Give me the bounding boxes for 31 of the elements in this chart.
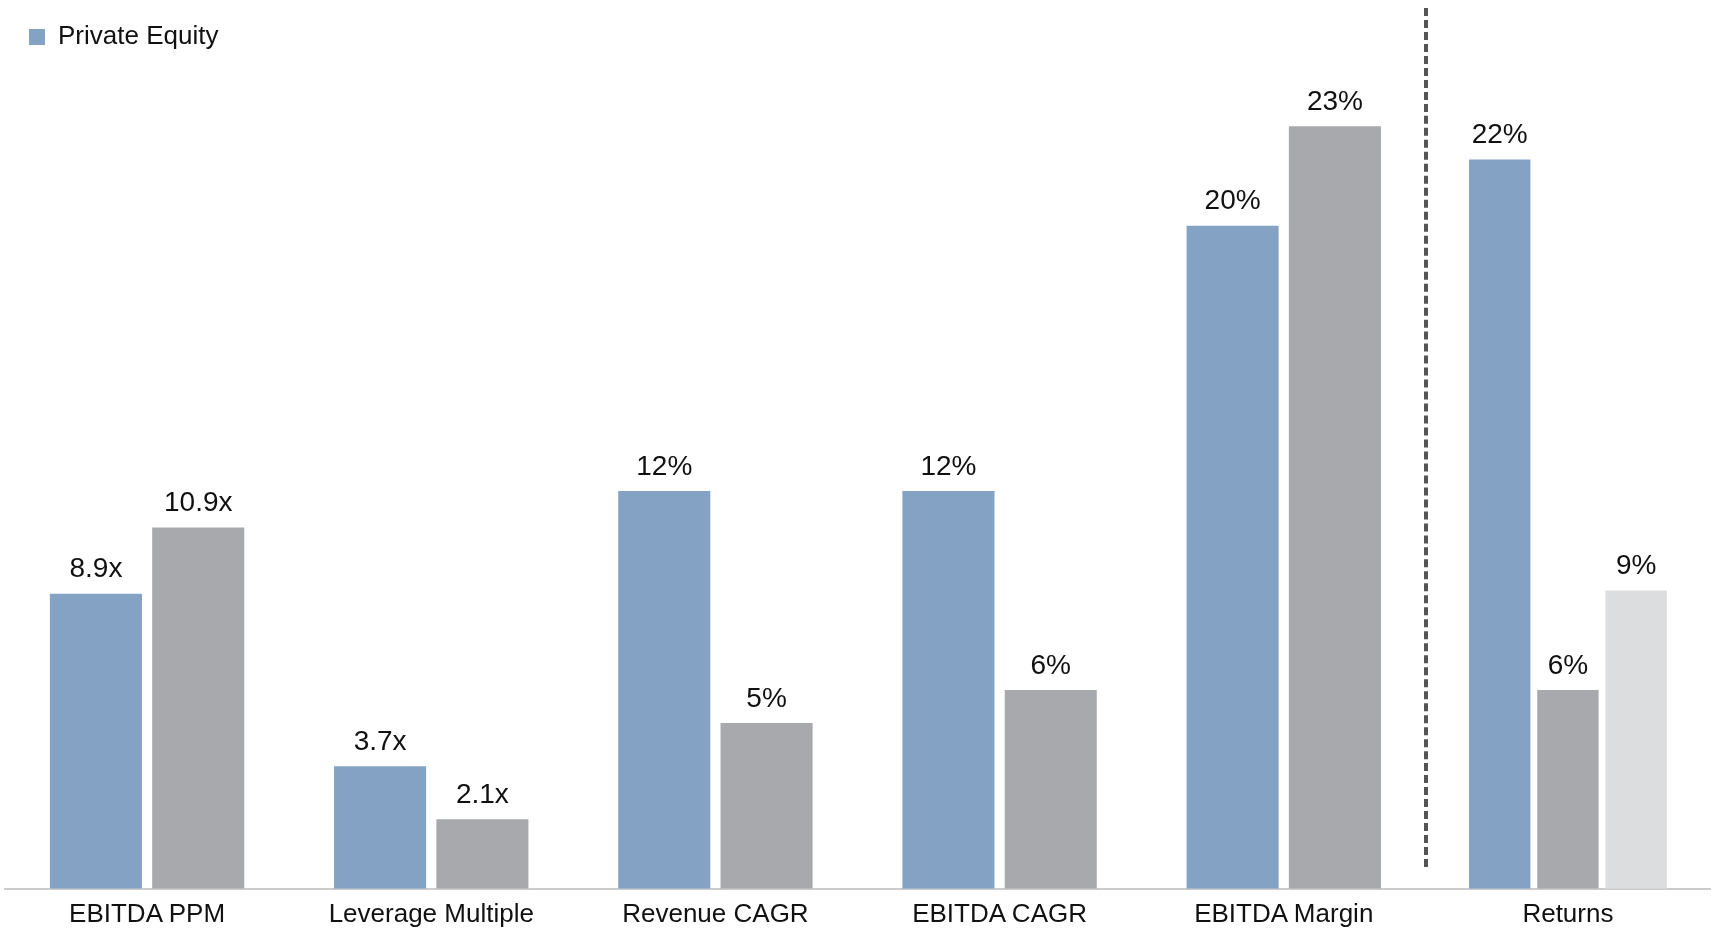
- data-label: 12%: [920, 449, 977, 481]
- bar: [436, 819, 529, 889]
- legend-label: Private Equity: [58, 20, 219, 51]
- data-label: 3.7x: [353, 724, 407, 756]
- data-label: 6%: [1547, 648, 1589, 680]
- data-label: 6%: [1030, 648, 1071, 680]
- x-tick-label: EBITDA Margin: [1194, 897, 1374, 928]
- bar: [334, 766, 427, 889]
- data-label: 20%: [1204, 184, 1261, 216]
- bar: [902, 490, 995, 889]
- data-label: 23%: [1306, 85, 1363, 117]
- bar: [1004, 689, 1097, 889]
- x-tick-label: EBITDA PPM: [69, 897, 226, 928]
- data-label: 5%: [746, 681, 787, 713]
- bar: [720, 723, 813, 889]
- x-tick-label: EBITDA CAGR: [912, 897, 1087, 928]
- data-label: 2.1x: [455, 777, 509, 809]
- bar: [1186, 225, 1279, 889]
- bar: [1605, 590, 1667, 889]
- data-label: 22%: [1471, 118, 1528, 150]
- data-label: 10.9x: [163, 486, 233, 518]
- x-tick-label: Revenue CAGR: [622, 897, 809, 928]
- bar: [618, 490, 711, 889]
- x-tick-label: Returns: [1522, 897, 1614, 928]
- bar: [1288, 126, 1381, 889]
- bar: [49, 593, 142, 889]
- data-label: 9%: [1615, 549, 1657, 581]
- data-label: 8.9x: [69, 552, 123, 584]
- data-label: 12%: [636, 449, 693, 481]
- bar: [152, 527, 245, 889]
- x-tick-label: Leverage Multiple: [328, 897, 534, 928]
